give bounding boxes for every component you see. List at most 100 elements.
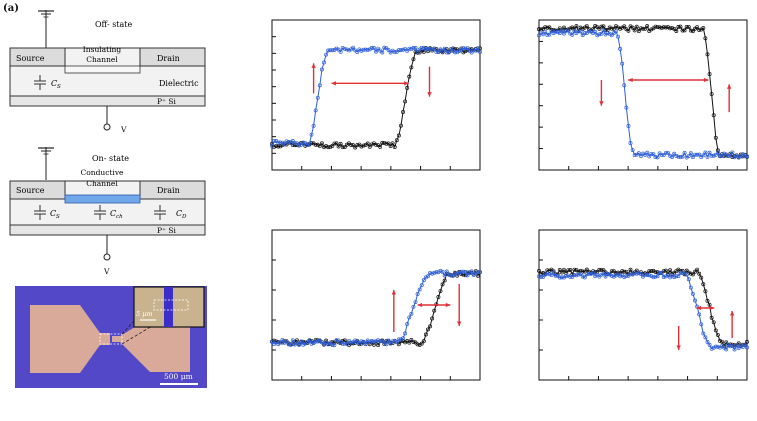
data-point — [626, 273, 631, 278]
data-point — [436, 295, 441, 299]
data-point — [745, 339, 749, 344]
data-point — [297, 143, 301, 148]
data-point — [624, 273, 629, 278]
data-point — [703, 36, 708, 41]
data-point — [732, 347, 737, 352]
data-point — [690, 155, 695, 160]
data-point — [551, 270, 556, 275]
data-point — [597, 26, 602, 31]
data-point — [326, 145, 331, 150]
data-point — [315, 339, 320, 344]
data-point — [693, 152, 697, 157]
data-point — [636, 270, 641, 275]
data-point — [711, 320, 716, 325]
data-point — [622, 83, 627, 88]
data-point — [659, 25, 664, 30]
data-point — [659, 270, 664, 275]
data-point — [659, 152, 664, 157]
data-point — [686, 154, 691, 158]
data-point — [334, 46, 339, 51]
arrow-head — [726, 84, 732, 89]
data-point — [647, 269, 652, 274]
data-point — [651, 268, 656, 273]
data-point — [582, 31, 587, 36]
arrow-head — [391, 290, 397, 295]
data-point — [586, 28, 591, 33]
data-point — [614, 273, 618, 278]
data-point — [543, 25, 548, 30]
data-point — [330, 343, 335, 347]
data-point — [457, 48, 462, 53]
data-point — [411, 45, 416, 50]
data-point — [361, 143, 366, 148]
data-point — [678, 24, 683, 29]
series-reverse — [537, 270, 749, 352]
data-point — [355, 340, 360, 345]
data-point — [313, 339, 318, 344]
data-point — [672, 26, 677, 31]
data-point — [663, 150, 668, 155]
data-point — [576, 269, 581, 274]
data-point — [697, 28, 702, 32]
data-point — [620, 273, 625, 278]
data-point — [597, 274, 602, 279]
data-point — [655, 25, 660, 29]
hysteresis-arrow — [427, 66, 432, 97]
data-point — [374, 49, 378, 54]
data-point — [638, 26, 643, 31]
data-point — [730, 344, 735, 349]
data-point — [682, 150, 687, 155]
data-point — [415, 292, 420, 296]
data-point — [270, 339, 274, 344]
data-point — [338, 49, 343, 54]
data-point — [742, 342, 747, 347]
data-point — [280, 337, 285, 342]
data-point — [326, 48, 331, 53]
data-point — [390, 339, 395, 344]
data-point — [584, 272, 589, 277]
data-point — [274, 143, 279, 148]
data-point — [351, 143, 356, 148]
data-point — [678, 271, 683, 275]
data-point — [611, 26, 616, 31]
data-point — [539, 275, 544, 279]
data-point — [686, 277, 691, 282]
data-point — [353, 145, 358, 150]
data-point — [547, 268, 552, 273]
data-point — [376, 338, 381, 343]
data-point — [471, 48, 476, 53]
data-point — [734, 343, 739, 348]
data-point — [426, 46, 430, 51]
data-point — [413, 45, 418, 50]
plot-frame — [538, 229, 748, 381]
data-point — [432, 308, 437, 313]
data-point — [330, 143, 335, 148]
data-point — [448, 272, 453, 277]
data-point — [645, 24, 650, 29]
data-point — [653, 155, 658, 159]
data-point — [446, 50, 451, 55]
svg-text:ch: ch — [116, 214, 123, 220]
data-point — [645, 150, 650, 155]
data-point — [593, 29, 598, 34]
data-point — [559, 270, 564, 275]
data-point — [663, 274, 668, 279]
arrow-head — [729, 311, 735, 316]
off-source-label: Source — [16, 54, 45, 63]
data-point — [655, 270, 660, 275]
data-point — [672, 151, 677, 156]
data-point — [386, 48, 391, 52]
data-point — [718, 338, 722, 343]
data-point — [413, 300, 418, 304]
data-point — [722, 151, 727, 156]
off-state-schematic: Off- state Insulating Channel Source Dra… — [9, 10, 206, 134]
data-point — [380, 339, 385, 344]
data-point — [566, 28, 571, 33]
data-point — [688, 151, 693, 156]
data-point — [701, 282, 706, 287]
data-point — [430, 271, 435, 276]
arrow-head — [427, 92, 432, 97]
data-point — [693, 269, 697, 274]
data-point — [736, 346, 741, 350]
data-point — [415, 342, 420, 347]
